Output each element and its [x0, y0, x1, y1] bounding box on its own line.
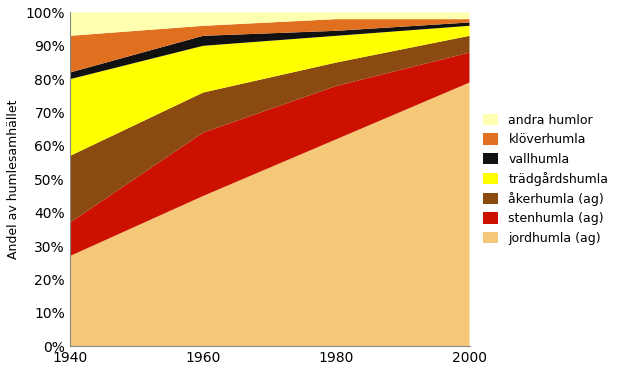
Legend: andra humlor, klöverhumla, vallhumla, trädgårdshumla, åkerhumla (ag), stenhumla : andra humlor, klöverhumla, vallhumla, tr… — [480, 110, 612, 248]
Y-axis label: Andel av humlesamhället: Andel av humlesamhället — [7, 100, 20, 259]
